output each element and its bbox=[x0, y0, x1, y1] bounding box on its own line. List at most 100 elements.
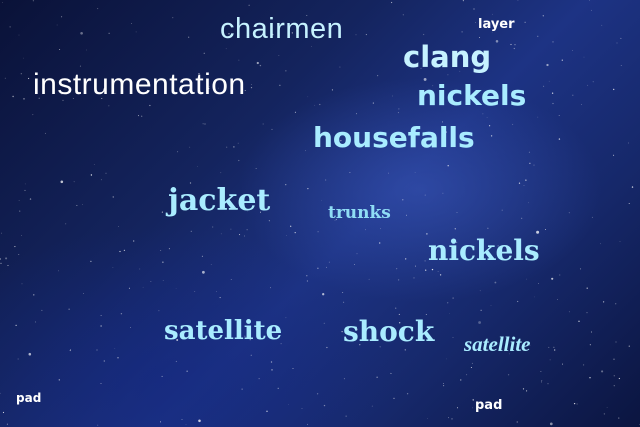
star bbox=[425, 314, 427, 316]
star bbox=[334, 220, 336, 222]
star bbox=[108, 32, 110, 34]
star bbox=[513, 47, 515, 50]
star bbox=[135, 31, 137, 33]
star bbox=[618, 417, 620, 419]
star bbox=[2, 411, 5, 414]
star bbox=[117, 357, 119, 359]
star bbox=[323, 404, 326, 407]
star bbox=[5, 257, 8, 260]
star bbox=[23, 57, 25, 59]
star bbox=[149, 104, 151, 107]
star bbox=[70, 349, 72, 351]
star bbox=[168, 248, 170, 250]
star bbox=[21, 235, 22, 236]
star bbox=[451, 418, 453, 420]
star bbox=[521, 217, 523, 219]
star bbox=[278, 55, 280, 56]
star bbox=[456, 407, 459, 409]
star bbox=[620, 64, 622, 67]
star bbox=[292, 367, 294, 370]
star bbox=[583, 364, 585, 366]
star bbox=[591, 216, 593, 218]
star bbox=[103, 360, 105, 362]
star bbox=[307, 96, 309, 98]
star bbox=[139, 268, 141, 270]
star bbox=[460, 379, 462, 381]
star bbox=[286, 235, 287, 236]
word-layer: layer bbox=[478, 17, 515, 32]
star bbox=[590, 9, 592, 11]
star bbox=[613, 375, 615, 377]
star bbox=[61, 16, 63, 18]
star bbox=[603, 413, 606, 415]
star bbox=[58, 270, 59, 272]
star bbox=[410, 338, 411, 339]
star bbox=[552, 102, 554, 105]
star bbox=[18, 200, 20, 201]
star bbox=[371, 405, 373, 407]
star bbox=[405, 258, 407, 260]
star bbox=[305, 150, 306, 152]
star bbox=[7, 264, 9, 267]
star bbox=[491, 13, 493, 15]
star bbox=[192, 201, 194, 203]
star bbox=[20, 73, 22, 75]
star bbox=[202, 270, 205, 274]
star bbox=[130, 327, 131, 328]
star bbox=[602, 301, 605, 303]
star bbox=[601, 24, 603, 26]
star bbox=[558, 115, 560, 116]
star bbox=[311, 46, 312, 47]
star bbox=[266, 410, 268, 412]
star bbox=[583, 56, 585, 58]
star bbox=[528, 151, 530, 153]
star bbox=[619, 240, 621, 242]
star bbox=[226, 146, 228, 148]
star bbox=[247, 210, 248, 212]
star bbox=[340, 140, 342, 142]
star bbox=[356, 113, 357, 115]
star bbox=[529, 344, 531, 346]
star bbox=[97, 424, 99, 426]
star bbox=[526, 390, 528, 392]
star bbox=[447, 302, 449, 304]
star bbox=[568, 311, 570, 313]
star bbox=[251, 84, 252, 85]
star bbox=[392, 95, 393, 97]
star bbox=[541, 379, 543, 381]
star bbox=[472, 399, 474, 401]
star bbox=[459, 70, 461, 72]
star bbox=[190, 230, 192, 232]
star bbox=[524, 21, 526, 23]
star bbox=[552, 41, 554, 43]
star bbox=[489, 125, 491, 127]
star bbox=[452, 337, 454, 338]
star bbox=[114, 348, 116, 349]
star bbox=[472, 407, 473, 409]
star bbox=[220, 233, 222, 235]
star bbox=[406, 393, 409, 395]
star bbox=[326, 346, 328, 349]
star bbox=[355, 328, 358, 331]
star bbox=[189, 146, 191, 148]
star bbox=[24, 189, 26, 191]
word-chairmen: chairmen bbox=[220, 13, 344, 45]
star bbox=[561, 59, 563, 61]
star bbox=[160, 421, 161, 423]
star bbox=[249, 339, 251, 341]
star bbox=[432, 85, 434, 87]
star bbox=[142, 286, 144, 288]
star bbox=[326, 266, 327, 268]
star bbox=[160, 250, 162, 252]
star bbox=[162, 261, 164, 263]
word-satellite-script: satellite bbox=[464, 332, 531, 356]
star bbox=[161, 211, 163, 213]
star bbox=[379, 242, 381, 244]
star bbox=[578, 320, 580, 322]
star bbox=[307, 188, 309, 190]
star bbox=[138, 115, 140, 117]
star bbox=[536, 230, 540, 234]
star bbox=[128, 287, 130, 289]
star bbox=[516, 421, 518, 423]
star bbox=[59, 48, 61, 51]
